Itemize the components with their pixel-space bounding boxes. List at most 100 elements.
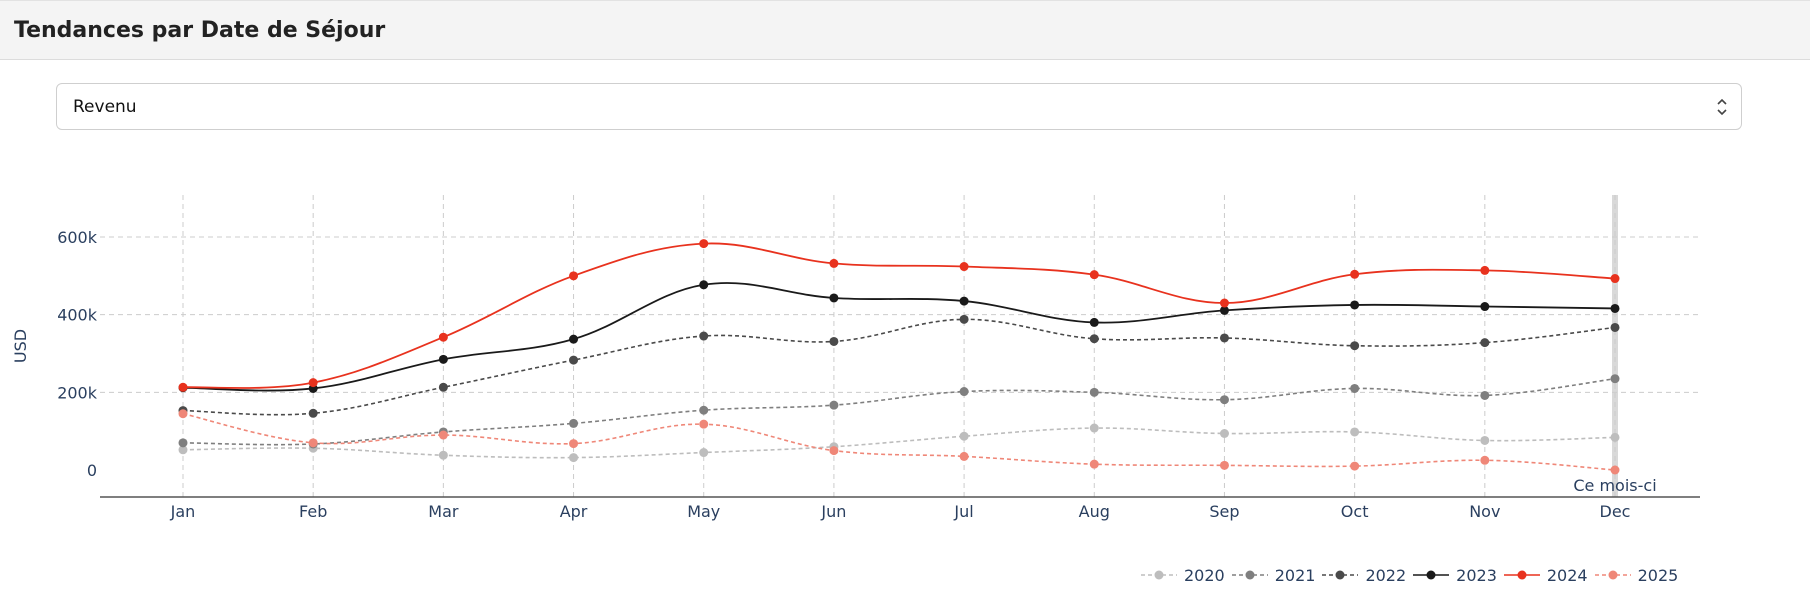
data-point-2022 [699, 331, 709, 341]
data-point-2022 [959, 314, 969, 324]
x-tick-label: Aug [1079, 502, 1110, 521]
data-point-2024 [178, 382, 188, 392]
data-point-2025 [1610, 465, 1620, 475]
legend-label: 2023 [1456, 565, 1497, 585]
x-tick-label: Nov [1469, 502, 1500, 521]
x-tick-label: Apr [560, 502, 588, 521]
legend-item-2020[interactable]: 2020 [1140, 566, 1231, 585]
data-point-2024 [1089, 270, 1099, 280]
data-point-2024 [308, 378, 318, 388]
legend-swatch-icon [1231, 570, 1268, 580]
legend-item-2022[interactable]: 2022 [1321, 566, 1412, 585]
legend-label: 2025 [1637, 565, 1679, 585]
series-line-2024 [182, 242, 1616, 389]
data-point-2020 [959, 431, 969, 441]
data-point-2022 [1350, 341, 1360, 351]
legend-swatch-icon [1503, 570, 1540, 580]
data-point-2025 [438, 430, 448, 440]
data-point-2022 [1480, 338, 1490, 348]
data-point-2021 [699, 405, 709, 415]
x-tick-label: Feb [299, 502, 327, 521]
data-point-2021 [178, 438, 188, 448]
legend-item-2021[interactable]: 2021 [1231, 566, 1322, 585]
data-point-2024 [1610, 274, 1620, 284]
series-line-2020 [182, 427, 1616, 459]
data-point-2024 [438, 332, 448, 342]
legend-swatch-icon [1413, 570, 1450, 580]
series-line-2025 [182, 412, 1616, 471]
data-point-2020 [1610, 432, 1620, 442]
page-header: Tendances par Date de Séjour [0, 0, 1810, 60]
series-line-2022 [182, 318, 1616, 416]
data-point-2020 [1480, 435, 1490, 445]
data-point-2023 [959, 296, 969, 306]
data-point-2021 [1089, 387, 1099, 397]
data-point-2023 [829, 293, 839, 303]
x-tick-label: Jan [170, 502, 196, 521]
series-line-2021 [182, 377, 1616, 446]
data-point-2021 [1480, 390, 1490, 400]
data-point-2022 [1610, 322, 1620, 332]
data-point-2020 [699, 448, 709, 458]
legend-label: 2021 [1274, 565, 1316, 585]
x-tick-label: Sep [1209, 502, 1239, 521]
data-point-2022 [1219, 333, 1229, 343]
data-point-2022 [829, 336, 839, 346]
data-point-2024 [1219, 298, 1229, 308]
data-point-2023 [1089, 317, 1099, 327]
data-point-2023 [438, 354, 448, 364]
data-point-2020 [1089, 423, 1099, 433]
series-line-2023 [182, 282, 1616, 392]
data-point-2023 [1480, 302, 1490, 312]
legend-swatch-icon [1322, 570, 1359, 580]
x-tick-label: Mar [428, 502, 459, 521]
data-point-2024 [699, 239, 709, 249]
legend-item-2024[interactable]: 2024 [1503, 566, 1594, 585]
data-point-2024 [959, 262, 969, 272]
data-point-2021 [959, 387, 969, 397]
data-point-2023 [1610, 303, 1620, 313]
data-point-2020 [1219, 428, 1229, 438]
data-point-2024 [569, 271, 579, 281]
legend-swatch-icon [1141, 570, 1177, 580]
y-tick-label: 600k [57, 228, 98, 247]
data-point-2024 [1350, 269, 1360, 279]
data-point-2022 [569, 355, 579, 365]
data-point-2025 [699, 419, 709, 429]
data-point-2023 [1219, 305, 1229, 315]
data-point-2021 [1219, 395, 1229, 405]
data-point-2023 [699, 280, 709, 290]
data-point-2025 [829, 446, 839, 456]
data-point-2024 [829, 258, 839, 268]
data-point-2020 [178, 445, 188, 455]
x-tick-label: Jun [820, 502, 846, 521]
legend-item-2023[interactable]: 2023 [1412, 566, 1503, 585]
data-point-2022 [1089, 334, 1099, 344]
x-tick-label: Jul [953, 502, 973, 521]
data-point-2022 [438, 382, 448, 392]
data-point-2025 [959, 451, 969, 461]
y-tick-label: 0 [87, 461, 97, 480]
page-title: Tendances par Date de Séjour [14, 18, 386, 43]
data-point-2020 [569, 453, 579, 463]
y-axis-label: USD [11, 329, 30, 363]
legend-item-2025[interactable]: 2025 [1594, 566, 1685, 585]
metric-select-value: Revenu [73, 97, 137, 117]
data-point-2025 [1219, 460, 1229, 470]
chart-legend: 2020 2021 2022 2023 2024 2025 [1140, 563, 1684, 587]
metric-select[interactable]: Revenu [56, 83, 1742, 130]
data-point-2023 [1350, 300, 1360, 310]
data-point-2020 [1350, 427, 1360, 437]
legend-label: 2022 [1365, 565, 1407, 585]
data-point-2025 [178, 409, 188, 419]
data-point-2021 [1610, 374, 1620, 384]
data-point-2025 [308, 438, 318, 448]
x-tick-label: Dec [1600, 502, 1631, 521]
data-point-2022 [308, 408, 318, 418]
data-point-2021 [1350, 383, 1360, 393]
revenue-trend-chart: 0 200k 400k 600k Jan Feb Mar Apr May Jun Jul Aug Sep… [11, 195, 1700, 521]
data-point-2021 [569, 418, 579, 428]
y-tick-label: 200k [57, 383, 98, 402]
y-tick-label: 400k [57, 306, 98, 325]
data-point-2021 [829, 400, 839, 410]
